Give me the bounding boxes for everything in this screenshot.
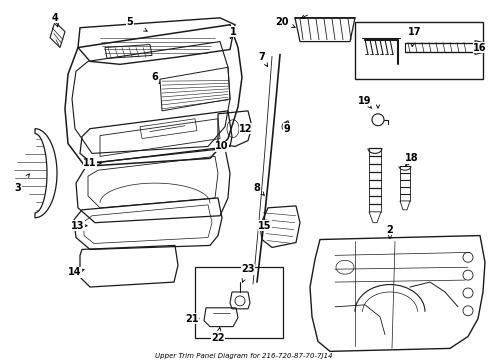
Text: Upper Trim Panel Diagram for 216-720-87-70-7J14: Upper Trim Panel Diagram for 216-720-87-…: [155, 354, 332, 359]
Text: 10: 10: [215, 141, 228, 152]
Text: 13: 13: [71, 221, 84, 231]
Text: 9: 9: [283, 124, 290, 134]
Text: 14: 14: [68, 267, 81, 277]
Text: 22: 22: [211, 333, 224, 343]
Text: 21: 21: [185, 314, 198, 324]
Text: 1: 1: [229, 27, 236, 37]
Text: 23: 23: [241, 264, 254, 274]
Bar: [354, 22, 482, 79]
Text: 3: 3: [15, 183, 21, 193]
Text: 19: 19: [358, 96, 371, 106]
Text: 5: 5: [126, 17, 133, 27]
Text: 17: 17: [407, 27, 421, 37]
Text: 4: 4: [52, 13, 58, 23]
Text: 12: 12: [239, 124, 252, 134]
Text: 11: 11: [83, 158, 97, 168]
Text: 8: 8: [253, 183, 260, 193]
Text: 18: 18: [405, 153, 418, 163]
Text: 7: 7: [258, 53, 265, 62]
Text: 20: 20: [275, 17, 288, 27]
Text: 16: 16: [472, 42, 486, 53]
Text: 6: 6: [151, 72, 158, 82]
Bar: [195, 267, 283, 338]
Text: 15: 15: [258, 221, 271, 231]
Text: 2: 2: [386, 225, 392, 235]
